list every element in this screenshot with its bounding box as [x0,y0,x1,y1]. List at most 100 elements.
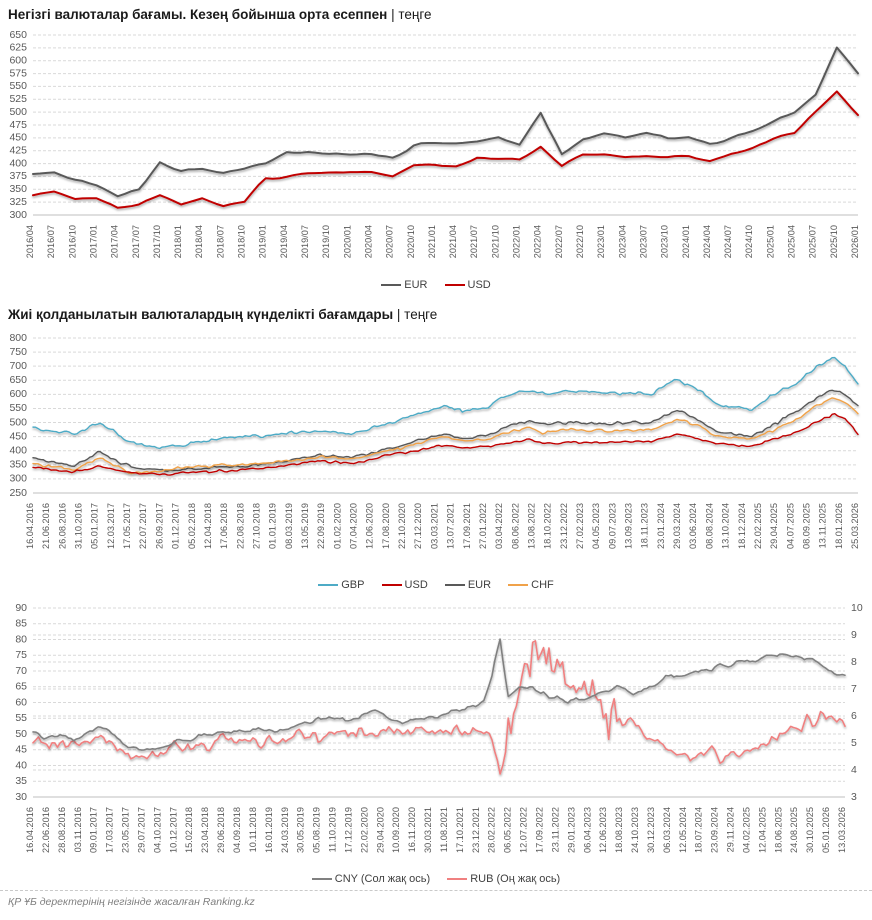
svg-text:2019/01: 2019/01 [258,225,268,258]
svg-text:6: 6 [851,710,857,722]
svg-text:13.09.2023: 13.09.2023 [624,503,634,549]
svg-text:22.07.2017: 22.07.2017 [138,503,148,549]
svg-text:2019/10: 2019/10 [321,225,331,258]
svg-text:13.11.2025: 13.11.2025 [818,503,828,548]
svg-text:350: 350 [9,459,27,471]
svg-text:13.10.2024: 13.10.2024 [721,503,731,549]
svg-text:4: 4 [851,764,857,776]
svg-text:04.02.2025: 04.02.2025 [741,807,751,853]
svg-text:27.02.2023: 27.02.2023 [575,503,585,549]
svg-text:2020/04: 2020/04 [363,225,373,258]
svg-text:18.01.2026: 18.01.2026 [834,503,844,549]
svg-text:2020/10: 2020/10 [406,225,416,258]
svg-text:10.09.2020: 10.09.2020 [391,807,401,853]
svg-text:17.08.2020: 17.08.2020 [381,503,391,549]
svg-text:2017/01: 2017/01 [88,225,98,258]
svg-text:08.06.2022: 08.06.2022 [510,503,520,549]
svg-text:23.09.2024: 23.09.2024 [710,807,720,853]
svg-text:22.02.2025: 22.02.2025 [753,503,763,549]
svg-text:17.12.2019: 17.12.2019 [343,807,353,853]
svg-text:325: 325 [9,196,27,208]
svg-text:2020/01: 2020/01 [342,225,352,258]
svg-text:05.02.2018: 05.02.2018 [187,503,197,549]
svg-text:11.10.2019: 11.10.2019 [328,807,338,852]
svg-text:26.09.2017: 26.09.2017 [154,503,164,549]
svg-text:01.12.2017: 01.12.2017 [171,503,181,549]
svg-text:30.12.2023: 30.12.2023 [646,807,656,853]
svg-text:2025/10: 2025/10 [829,225,839,258]
svg-text:17.05.2017: 17.05.2017 [122,503,132,549]
svg-text:22.06.2016: 22.06.2016 [41,807,51,853]
svg-text:30.10.2025: 30.10.2025 [805,807,815,853]
svg-text:550: 550 [9,402,27,414]
svg-text:400: 400 [9,445,27,457]
svg-text:2021/04: 2021/04 [448,225,458,258]
svg-text:2019/04: 2019/04 [279,225,289,258]
svg-text:04.05.2023: 04.05.2023 [591,503,601,549]
svg-text:24.03.2019: 24.03.2019 [280,807,290,853]
svg-text:2021/10: 2021/10 [490,225,500,258]
svg-text:600: 600 [9,388,27,400]
svg-text:03.03.2021: 03.03.2021 [429,503,439,549]
svg-text:475: 475 [9,119,27,131]
svg-text:2024/07: 2024/07 [723,225,733,258]
svg-text:300: 300 [9,209,27,221]
svg-text:18.10.2022: 18.10.2022 [543,503,553,549]
svg-text:2018/04: 2018/04 [194,225,204,258]
svg-text:550: 550 [9,80,27,92]
svg-text:17.03.2017: 17.03.2017 [105,807,115,853]
svg-text:450: 450 [9,430,27,442]
svg-text:05.08.2019: 05.08.2019 [312,807,322,853]
svg-text:23.11.2022: 23.11.2022 [550,807,560,852]
svg-text:2022/04: 2022/04 [533,225,543,258]
svg-text:29.03.2024: 29.03.2024 [672,503,682,549]
svg-text:27.10.2018: 27.10.2018 [251,503,261,549]
svg-text:09.01.2017: 09.01.2017 [89,807,99,853]
svg-text:03.04.2022: 03.04.2022 [494,503,504,549]
svg-text:75: 75 [15,649,27,661]
svg-text:16.04.2016: 16.04.2016 [25,503,35,549]
svg-text:2026/01: 2026/01 [850,225,860,258]
svg-text:30.05.2019: 30.05.2019 [296,807,306,853]
svg-text:16.01.2019: 16.01.2019 [264,807,274,853]
svg-text:23.12.2021: 23.12.2021 [471,807,481,853]
svg-text:300: 300 [9,473,27,485]
svg-text:06.05.2022: 06.05.2022 [503,807,513,853]
svg-text:13.08.2022: 13.08.2022 [526,503,536,549]
svg-text:525: 525 [9,93,27,105]
svg-text:24.08.2025: 24.08.2025 [789,807,799,853]
svg-text:2017/10: 2017/10 [152,225,162,258]
svg-text:45: 45 [15,744,27,756]
svg-text:11.08.2021: 11.08.2021 [439,807,449,852]
svg-text:30: 30 [15,791,27,803]
svg-text:12.04.2025: 12.04.2025 [757,807,767,853]
svg-text:08.08.2024: 08.08.2024 [704,503,714,549]
svg-text:03.11.2016: 03.11.2016 [73,807,83,852]
svg-text:17.06.2018: 17.06.2018 [219,503,229,549]
svg-text:18.08.2023: 18.08.2023 [614,807,624,853]
svg-text:05.01.2017: 05.01.2017 [90,503,100,549]
svg-text:12.04.2018: 12.04.2018 [203,503,213,549]
svg-text:04.10.2017: 04.10.2017 [152,807,162,853]
svg-text:27.12.2020: 27.12.2020 [413,503,423,549]
svg-text:23.05.2017: 23.05.2017 [121,807,131,853]
svg-text:21.06.2016: 21.06.2016 [41,503,51,549]
svg-text:16.04.2016: 16.04.2016 [25,807,35,853]
svg-text:2022/01: 2022/01 [512,225,522,258]
svg-text:2016/04: 2016/04 [25,225,35,258]
svg-text:12.06.2020: 12.06.2020 [365,503,375,549]
svg-text:2022/07: 2022/07 [554,225,564,258]
svg-text:29.11.2024: 29.11.2024 [726,807,736,852]
svg-text:13.05.2019: 13.05.2019 [300,503,310,549]
svg-text:29.01.2023: 29.01.2023 [566,807,576,853]
svg-text:09.07.2023: 09.07.2023 [607,503,617,549]
svg-text:12.07.2022: 12.07.2022 [519,807,529,853]
svg-text:2025/07: 2025/07 [808,225,818,258]
svg-text:2021/07: 2021/07 [469,225,479,258]
svg-text:2025/04: 2025/04 [787,225,797,258]
svg-text:7: 7 [851,683,857,695]
svg-text:2025/01: 2025/01 [765,225,775,258]
svg-text:700: 700 [9,360,27,372]
svg-text:450: 450 [9,132,27,144]
svg-text:13.07.2021: 13.07.2021 [446,503,456,549]
